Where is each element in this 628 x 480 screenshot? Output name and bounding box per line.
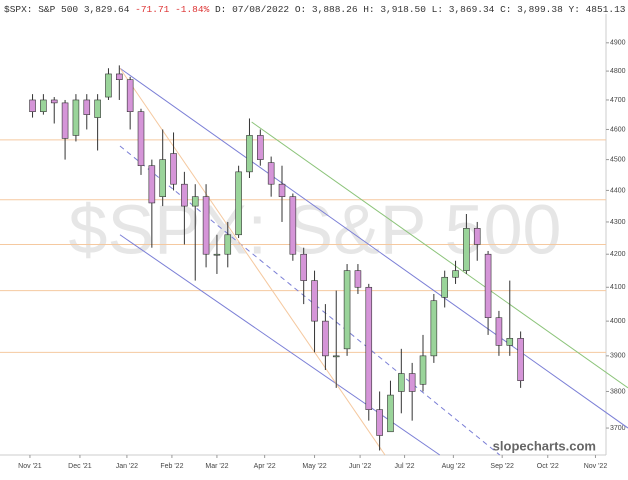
candle-body: [441, 276, 448, 298]
candle-body: [50, 99, 58, 104]
candle-body: [246, 135, 253, 173]
candle-body: [289, 196, 297, 255]
candle-body: [343, 270, 351, 350]
y-tick-label: 4600: [610, 126, 626, 133]
plot-area: 3700 3800 3900 4000 4100 4200 4300 4400 4500 4600…: [0, 40, 628, 470]
candle-body: [191, 196, 199, 207]
x-tick-label: Mar '22: [205, 463, 228, 470]
x-tick-label: Feb '22: [160, 463, 183, 470]
candle-body: [83, 99, 91, 115]
y-tick-label: 3700: [610, 425, 626, 432]
candle-body: [170, 153, 177, 185]
y-tick-label: 3900: [610, 353, 626, 360]
candle-body: [235, 171, 242, 236]
candle-body: [311, 280, 318, 322]
candle-body: [332, 355, 340, 358]
trend-line: [119, 67, 386, 456]
symbol: $SPX: S&P 500: [4, 4, 78, 15]
trend-line: [251, 121, 628, 389]
candle-body: [322, 320, 329, 357]
field: C: 3,899.38: [500, 4, 563, 15]
candle-body: [278, 183, 286, 197]
field: L: 3,869.34: [432, 4, 495, 15]
x-tick-label: Nov '22: [584, 463, 608, 470]
candle-body: [300, 253, 307, 281]
y-tick-label: 4500: [610, 156, 626, 163]
x-tick-label: Sep '22: [490, 463, 514, 470]
y-tick-label: 4700: [610, 97, 626, 104]
candle-body: [365, 286, 373, 410]
y-tick-label: 4200: [610, 251, 626, 258]
candle-body: [506, 338, 514, 346]
candle-body: [61, 102, 69, 139]
y-tick-label: 4900: [610, 40, 626, 47]
x-tick-label: May '22: [302, 463, 326, 470]
field: O: 3,888.26: [295, 4, 358, 15]
candle-body: [495, 317, 503, 346]
candle-body: [452, 270, 459, 278]
candle-body: [29, 99, 36, 112]
x-tick-label: Jul '22: [395, 463, 415, 470]
x-tick-label: Oct '22: [537, 463, 559, 470]
candle-body: [419, 355, 427, 385]
candle-body: [430, 300, 438, 357]
candle-body: [387, 394, 394, 433]
header: $SPX: S&P 500 3,829.64 -71.71 -1.84% D: …: [4, 4, 626, 15]
candle-body: [517, 338, 524, 381]
y-tick-label: 4400: [610, 187, 626, 194]
credit: slopecharts.com: [493, 438, 596, 453]
candle-body: [213, 253, 221, 256]
x-tick-label: Nov '21: [18, 463, 42, 470]
trend-line: [119, 67, 628, 429]
x-tick-label: Jun '22: [349, 463, 371, 470]
candle-body: [72, 99, 80, 136]
y-tick-label: 4300: [610, 219, 626, 226]
candle-body: [473, 228, 481, 245]
candle-body: [267, 162, 275, 185]
candle-body: [94, 99, 101, 118]
candle-body: [105, 73, 112, 98]
y-tick-label: 4000: [610, 318, 626, 325]
field: Y: 4851.13: [569, 4, 626, 15]
candle-body: [398, 373, 405, 392]
candle-body: [224, 234, 232, 255]
y-tick-label: 4100: [610, 284, 626, 291]
change: -71.71: [135, 4, 170, 15]
x-tick-label: Jan '22: [116, 463, 138, 470]
candle-body: [257, 135, 264, 160]
candle-body: [202, 196, 210, 255]
field: D: 07/08/2022: [215, 4, 289, 15]
candle-body: [181, 183, 188, 207]
y-tick-label: 4800: [610, 68, 626, 75]
candle-body: [126, 79, 134, 112]
x-tick-label: Aug '22: [442, 463, 466, 470]
x-tick-label: Apr '22: [254, 463, 276, 470]
trend-line: [119, 234, 441, 456]
candle-body: [376, 409, 383, 436]
candle-body: [408, 373, 416, 392]
candle-body: [354, 270, 362, 288]
last-price: 3,829.64: [84, 4, 130, 15]
candle-body: [159, 159, 166, 197]
change-pct: -1.84%: [175, 4, 210, 15]
candle-body: [137, 111, 145, 167]
field: H: 3,918.50: [363, 4, 426, 15]
candle-body: [40, 99, 47, 112]
x-tick-label: Dec '21: [68, 463, 92, 470]
candle-body: [116, 73, 123, 80]
candle-body: [148, 165, 156, 204]
candle-body: [484, 253, 492, 319]
y-tick-label: 3800: [610, 388, 626, 395]
candle-body: [463, 228, 470, 271]
